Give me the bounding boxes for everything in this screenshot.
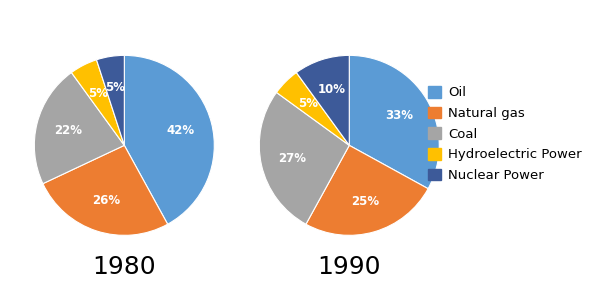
Text: 26%: 26%: [92, 194, 120, 207]
Text: 10%: 10%: [317, 83, 345, 96]
Title: 1980: 1980: [92, 255, 156, 278]
Text: 5%: 5%: [298, 97, 318, 111]
Wedge shape: [259, 92, 349, 224]
Text: 22%: 22%: [54, 124, 82, 137]
Text: 42%: 42%: [167, 124, 195, 137]
Title: 1990: 1990: [317, 255, 381, 278]
Text: 5%: 5%: [88, 87, 108, 100]
Text: 5%: 5%: [105, 81, 125, 94]
Wedge shape: [72, 60, 124, 145]
Text: 25%: 25%: [352, 195, 379, 208]
Wedge shape: [306, 145, 428, 235]
Text: 33%: 33%: [385, 109, 414, 122]
Legend: Oil, Natural gas, Coal, Hydroelectric Power, Nuclear Power: Oil, Natural gas, Coal, Hydroelectric Po…: [424, 82, 585, 186]
Wedge shape: [297, 55, 349, 145]
Wedge shape: [43, 145, 168, 235]
Wedge shape: [34, 73, 124, 184]
Wedge shape: [276, 73, 349, 145]
Text: 27%: 27%: [278, 152, 306, 165]
Wedge shape: [349, 55, 439, 189]
Wedge shape: [96, 55, 124, 145]
Wedge shape: [124, 55, 214, 224]
